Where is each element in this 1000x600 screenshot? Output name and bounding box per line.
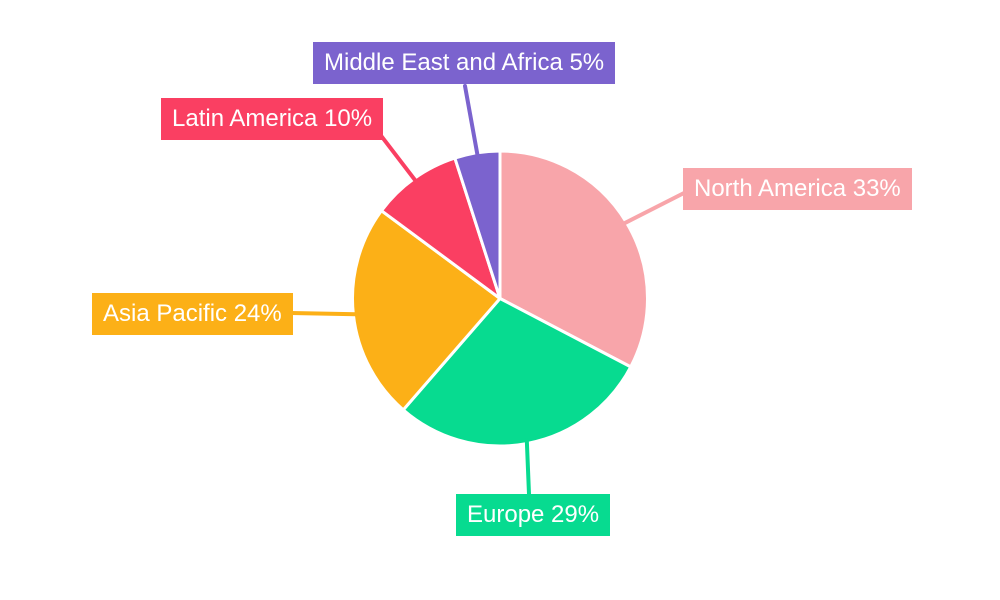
pie-label-north-america: North America 33% — [683, 168, 912, 210]
leader-line-latin-america — [377, 131, 418, 184]
leader-line-middle-east-and-africa — [463, 84, 480, 158]
pie-label-europe: Europe 29% — [456, 494, 611, 536]
leader-line-asia-pacific — [289, 311, 359, 317]
pie-label-middle-east-and-africa: Middle East and Africa 5% — [313, 42, 616, 84]
leader-line-north-america — [621, 191, 686, 226]
pie-label-latin-america: Latin America 10% — [161, 98, 384, 140]
leader-line-europe — [524, 438, 531, 496]
pie-label-asia-pacific: Asia Pacific 24% — [92, 293, 293, 335]
